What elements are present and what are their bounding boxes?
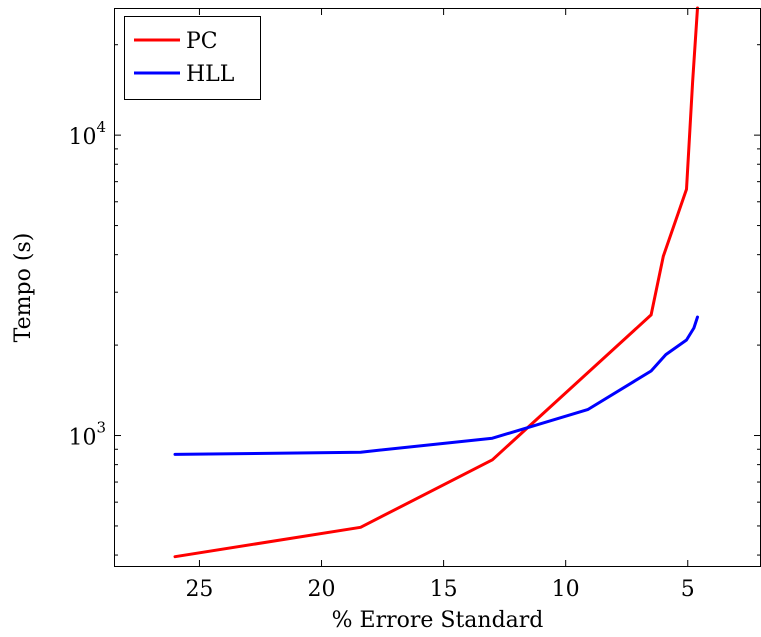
- x-tick-label: 15: [430, 577, 458, 602]
- series-line-hll: [173, 315, 699, 456]
- x-tick-label: 5: [681, 577, 695, 602]
- y-tick-label: 104: [68, 118, 106, 150]
- x-tick-label: 20: [308, 577, 336, 602]
- y-tick-label: 103: [68, 419, 106, 451]
- legend-label-pc: PC: [186, 29, 218, 54]
- axis-tick-labels: 25 20 15 10 5 103 104: [68, 118, 694, 602]
- axis-ticks: [114, 8, 761, 567]
- legend: PC HLL: [124, 16, 261, 100]
- x-tick-label: 10: [552, 577, 580, 602]
- y-axis-title: Tempo (s): [11, 233, 36, 343]
- x-axis-title: % Errore Standard: [332, 608, 544, 633]
- legend-box: [124, 16, 261, 100]
- plot-marks: [173, 6, 699, 559]
- legend-label-hll: HLL: [186, 62, 235, 87]
- x-tick-label: 25: [185, 577, 213, 602]
- series-line-pc: [173, 6, 699, 559]
